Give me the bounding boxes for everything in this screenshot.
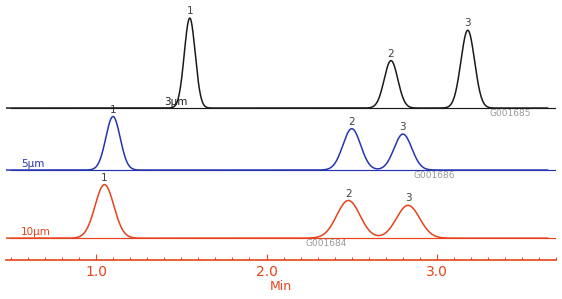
- Text: 1: 1: [187, 6, 193, 16]
- Text: 1: 1: [101, 173, 108, 183]
- Text: G001684: G001684: [306, 239, 347, 248]
- Text: 3: 3: [464, 18, 471, 28]
- Text: 10μm: 10μm: [21, 227, 51, 237]
- Text: 3: 3: [405, 193, 411, 203]
- Text: 3μm: 3μm: [164, 97, 188, 107]
- Text: 5μm: 5μm: [21, 159, 44, 169]
- Text: 2: 2: [345, 188, 352, 199]
- Text: 2: 2: [348, 117, 355, 127]
- Text: G001686: G001686: [413, 171, 455, 180]
- Text: 1: 1: [110, 105, 116, 115]
- Text: 3: 3: [400, 122, 406, 132]
- X-axis label: Min: Min: [270, 280, 292, 293]
- Text: G001685: G001685: [490, 109, 532, 118]
- Text: 2: 2: [388, 49, 395, 59]
